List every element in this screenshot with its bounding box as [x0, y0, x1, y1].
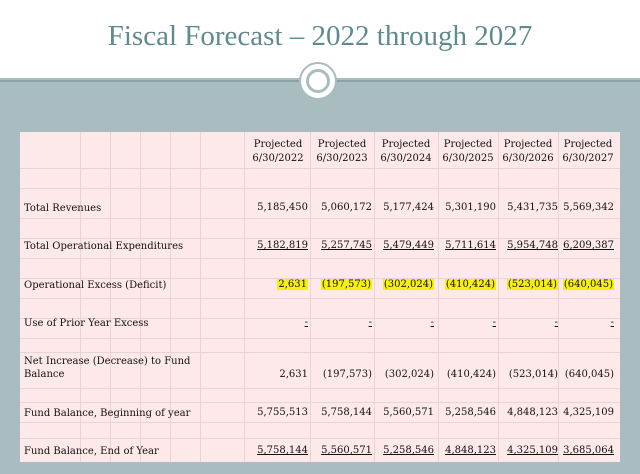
row-label-operational-excess: Operational Excess (Deficit) [24, 280, 167, 291]
grid-line [20, 168, 620, 169]
cell-value: (197,573) [322, 369, 372, 380]
row-label-net-increase: Net Increase (Decrease) to Fund Balance [24, 356, 191, 380]
cell-value: 5,258,546 [383, 445, 434, 456]
cell-value-highlighted: (523,014) [506, 279, 558, 290]
row-label-fund-balance-beginning: Fund Balance, Beginning of year [24, 408, 191, 419]
cell-value: (640,045) [564, 369, 614, 380]
cell-value: 2,631 [279, 369, 308, 380]
cell-value: (523,014) [508, 369, 558, 380]
cell-value: 4,848,123 [445, 445, 496, 456]
cell-value: 5,185,450 [257, 202, 308, 213]
grid-line [200, 132, 201, 462]
column-header: Projected 6/30/2023 [316, 139, 368, 164]
cell-value: (302,024) [384, 369, 434, 380]
grid-line [110, 132, 111, 462]
cell-value: (410,424) [446, 369, 496, 380]
circle-ornament-inner [306, 69, 330, 93]
row-label-total-revenues: Total Revenues [24, 203, 102, 214]
column-header: Projected 6/30/2025 [442, 139, 494, 164]
cell-value: 6,209,387 [563, 240, 614, 251]
grid-line [20, 188, 620, 189]
row-label-prior-year-excess: Use of Prior Year Excess [24, 318, 149, 329]
cell-value: 5,758,144 [257, 445, 308, 456]
row-label-fund-balance-end: Fund Balance, End of Year [24, 446, 159, 457]
cell-value: - [430, 317, 434, 328]
grid-line [20, 438, 620, 439]
cell-value: 5,560,571 [383, 407, 434, 418]
grid-line [20, 238, 620, 239]
cell-value: 5,755,513 [257, 407, 308, 418]
cell-value: 5,431,735 [507, 202, 558, 213]
grid-line [170, 132, 171, 462]
grid-line [20, 278, 620, 279]
grid-line [374, 132, 375, 462]
grid-line [558, 132, 559, 462]
cell-value: 5,182,819 [257, 240, 308, 251]
cell-value: 5,258,546 [445, 407, 496, 418]
cell-value: - [304, 317, 308, 328]
cell-value: 4,848,123 [507, 407, 558, 418]
cell-value: 5,060,172 [321, 202, 372, 213]
circle-ornament [299, 62, 337, 100]
column-header: Projected 6/30/2027 [562, 139, 614, 164]
column-header: Projected 6/30/2024 [380, 139, 432, 164]
grid-line [140, 132, 141, 462]
grid-line [20, 422, 620, 423]
cell-value: 5,758,144 [321, 407, 372, 418]
cell-value: 4,325,109 [563, 407, 614, 418]
grid-line [80, 132, 81, 462]
cell-value: 5,711,614 [445, 240, 496, 251]
grid-line [438, 132, 439, 462]
cell-value: 5,301,190 [445, 202, 496, 213]
cell-value: 5,560,571 [321, 445, 372, 456]
cell-value: 5,257,745 [321, 240, 372, 251]
grid-line [20, 258, 620, 259]
cell-value: - [492, 317, 496, 328]
cell-value-highlighted: 2,631 [277, 279, 308, 290]
column-header: Projected 6/30/2026 [502, 139, 554, 164]
grid-line [20, 338, 620, 339]
row-label-total-expenditures: Total Operational Expenditures [24, 241, 184, 252]
column-header: Projected 6/30/2022 [252, 139, 304, 164]
slide-title: Fiscal Forecast – 2022 through 2027 [107, 20, 533, 52]
cell-value: 5,954,748 [507, 240, 558, 251]
grid-line [20, 218, 620, 219]
cell-value: - [610, 317, 614, 328]
forecast-table: Projected 6/30/2022 Projected 6/30/2023 Pr… [20, 132, 620, 462]
grid-line [20, 318, 620, 319]
cell-value: - [554, 317, 558, 328]
cell-value-highlighted: (410,424) [444, 279, 496, 290]
cell-value-highlighted: (197,573) [320, 279, 372, 290]
grid-line [20, 298, 620, 299]
cell-value: 4,325,109 [507, 445, 558, 456]
grid-line [20, 388, 620, 389]
grid-line [498, 132, 499, 462]
cell-value: 5,177,424 [383, 202, 434, 213]
cell-value: - [368, 317, 372, 328]
cell-value: 5,479,449 [383, 240, 434, 251]
cell-value: 3,685,064 [563, 445, 614, 456]
grid-line [20, 402, 620, 403]
bottom-strip [0, 462, 640, 474]
grid-line [20, 352, 620, 353]
cell-value: 5,569,342 [563, 202, 614, 213]
grid-line [310, 132, 311, 462]
cell-value-highlighted: (640,045) [562, 279, 614, 290]
grid-line [244, 132, 245, 462]
cell-value-highlighted: (302,024) [382, 279, 434, 290]
